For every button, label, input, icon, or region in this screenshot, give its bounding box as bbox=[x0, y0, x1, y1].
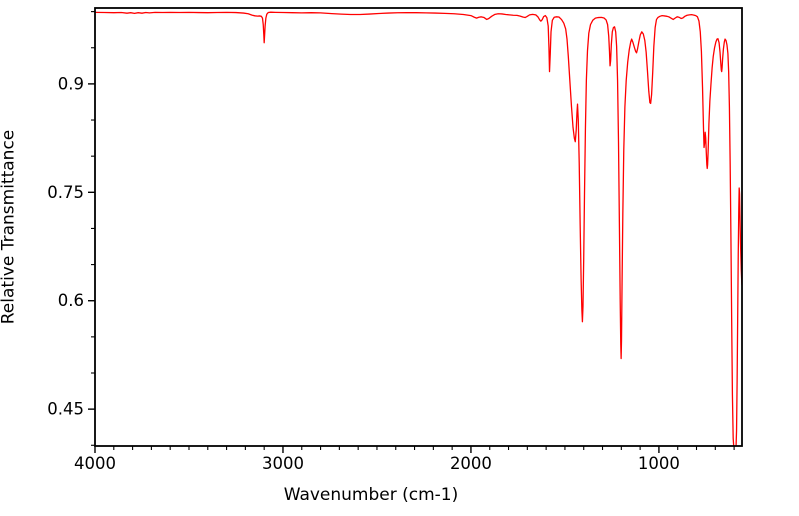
y-axis-label: Relative Transmittance bbox=[0, 129, 19, 325]
plot-frame bbox=[94, 7, 743, 447]
x-tick-label: 3000 bbox=[262, 454, 304, 473]
y-tick-label: 0.75 bbox=[47, 183, 84, 202]
x-axis-label: Wavenumber (cm-1) bbox=[283, 485, 459, 505]
x-tick-label: 2000 bbox=[450, 454, 492, 473]
y-tick-label: 0.6 bbox=[58, 291, 84, 310]
x-tick-label: 4000 bbox=[74, 454, 116, 473]
x-tick-label: 1000 bbox=[638, 454, 680, 473]
spectrum-line bbox=[95, 11, 742, 446]
y-tick-label: 0.45 bbox=[47, 400, 84, 419]
y-tick-label: 0.9 bbox=[58, 74, 84, 93]
